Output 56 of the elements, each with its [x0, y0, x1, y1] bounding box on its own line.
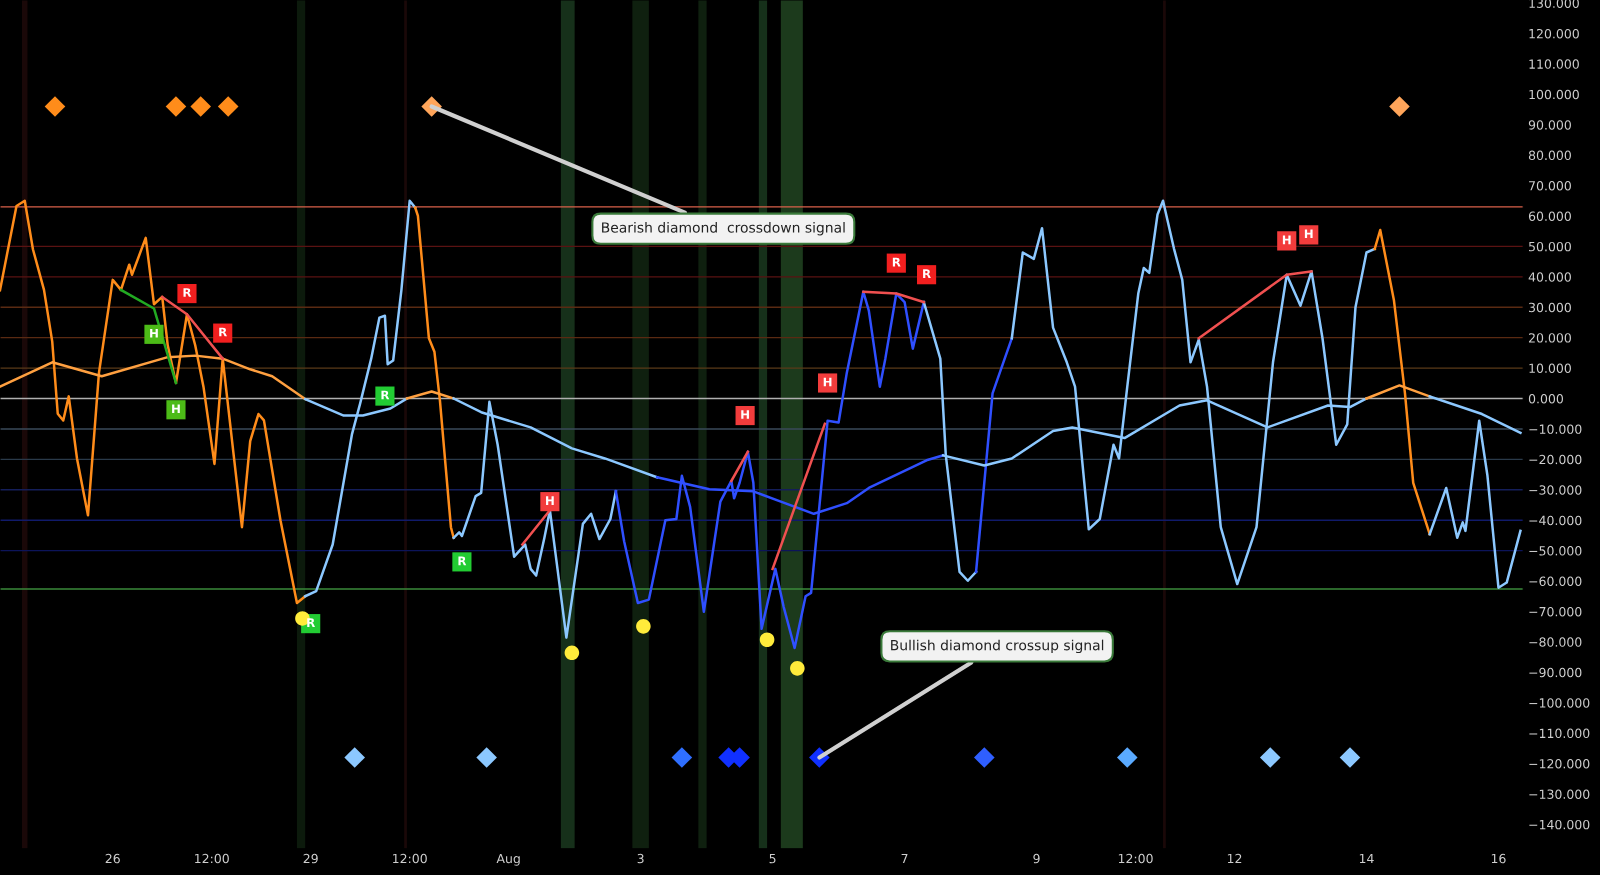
x-tick-label: 9 [1033, 853, 1040, 864]
y-tick-label: 0.000 [1528, 393, 1564, 404]
data-label: R [183, 288, 192, 297]
y-tick-label: 30.000 [1529, 302, 1571, 313]
x-tick-label: 12 [1227, 853, 1242, 864]
y-tick-label: −50.000 [1529, 546, 1582, 556]
data-label: H [150, 328, 158, 338]
y-tick-label: −110.000 [1529, 728, 1590, 739]
data-label: H [823, 377, 832, 387]
y-tick-label: 50.000 [1529, 241, 1571, 252]
y-tick-label: −60.000 [1529, 576, 1582, 586]
y-tick-label: 60.000 [1528, 211, 1571, 221]
data-label: R [219, 327, 228, 337]
annotation: Bullish diamond crossup signal [891, 639, 1104, 654]
data-label: R [892, 257, 901, 267]
y-tick-label: −40.000 [1529, 515, 1582, 526]
data-label: R [458, 556, 467, 566]
y-tick-label: 80.000 [1528, 150, 1571, 161]
x-tick-label: 5 [769, 854, 776, 864]
y-tick-label: −80.000 [1529, 637, 1582, 647]
y-tick-label: 20.000 [1528, 333, 1571, 343]
y-tick-label: 10.000 [1529, 363, 1571, 374]
y-tick-label: −20.000 [1529, 454, 1582, 465]
data-label: R [307, 618, 315, 627]
y-tick-label: 70.000 [1529, 181, 1571, 191]
x-tick-label: 29 [303, 853, 318, 864]
y-tick-label: 110.000 [1529, 59, 1579, 69]
x-tick-label: 12:00 [393, 853, 427, 864]
y-tick-label: −140.000 [1529, 819, 1590, 830]
x-tick-label: 12:00 [195, 853, 229, 864]
x-tick-label: 12:00 [1118, 853, 1153, 864]
y-tick-label: −120.000 [1529, 759, 1590, 769]
data-label: H [172, 404, 180, 414]
x-tick-label: Aug [496, 854, 520, 866]
y-tick-label: −130.000 [1529, 789, 1590, 799]
y-tick-label: −10.000 [1529, 424, 1582, 434]
x-tick-label: 7 [901, 854, 908, 864]
y-tick-label: 40.000 [1528, 272, 1571, 282]
data-label: H [1304, 229, 1313, 239]
y-tick-label: 90.000 [1528, 120, 1571, 130]
y-tick-label: 100.000 [1529, 89, 1579, 100]
data-label: H [1282, 235, 1291, 245]
x-tick-label: 26 [105, 853, 120, 864]
x-tick-label: 16 [1491, 853, 1506, 864]
y-tick-label: −100.000 [1529, 698, 1590, 708]
data-label: R [381, 390, 390, 400]
annotation: Bearish diamond crossdown signal [602, 221, 845, 236]
y-tick-label: −90.000 [1529, 667, 1582, 678]
data-label: R [923, 269, 931, 278]
data-label: H [741, 410, 749, 419]
y-tick-label: −30.000 [1529, 485, 1582, 495]
data-label: H [546, 496, 554, 505]
x-tick-label: 14 [1359, 854, 1374, 864]
x-tick-label: 3 [637, 853, 644, 864]
y-tick-label: −70.000 [1529, 606, 1582, 617]
y-tick-label: 120.000 [1529, 28, 1579, 39]
